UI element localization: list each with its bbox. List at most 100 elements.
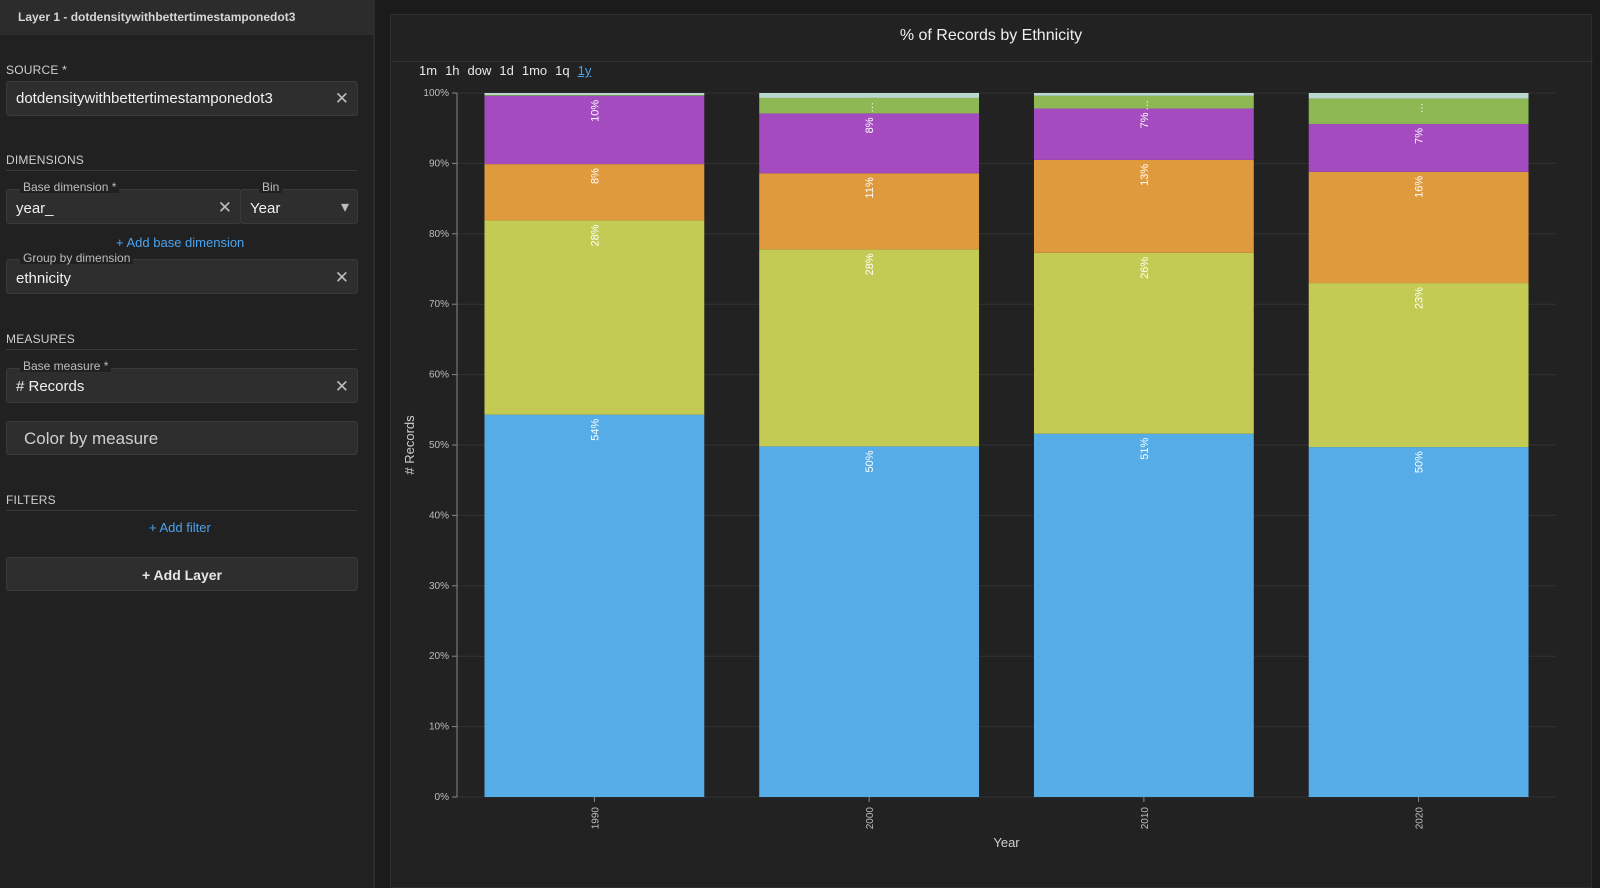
bar-segment[interactable] — [1033, 95, 1254, 109]
y-tick-label: 0% — [435, 792, 450, 803]
bar-data-label: 50% — [1414, 451, 1426, 473]
bar-data-label: 28% — [864, 253, 876, 275]
y-axis-title: # Records — [402, 415, 417, 475]
bar-data-label: 51% — [1139, 438, 1151, 460]
bar-segment[interactable] — [484, 95, 705, 96]
bar-segment[interactable] — [759, 93, 980, 98]
bar-data-label: 16% — [1414, 176, 1426, 198]
chart-panel: % of Records by Ethnicity 1m 1h dow 1d 1mo 1q… — [390, 14, 1593, 888]
bar-segment[interactable] — [1033, 93, 1254, 96]
y-tick-label: 80% — [429, 229, 449, 240]
y-tick-label: 30% — [429, 581, 449, 592]
y-tick-label: 90% — [429, 158, 449, 169]
bar-data-label: 7% — [1139, 112, 1151, 128]
bar-data-label: 26% — [1139, 257, 1151, 279]
base-measure-label: Base measure * — [20, 360, 112, 372]
bin-tab-1mo[interactable]: 1mo — [521, 63, 548, 78]
base-measure-select[interactable]: # Records ✕ — [6, 368, 358, 403]
bar-data-label: 23% — [1414, 287, 1426, 309]
bar-data-label: 54% — [589, 419, 601, 441]
add-base-dimension-link[interactable]: + Add base dimension — [116, 235, 245, 250]
bar-segment[interactable] — [1308, 93, 1529, 99]
bar-data-label: 8% — [864, 117, 876, 133]
bar-segment[interactable] — [1033, 252, 1254, 434]
add-layer-label: + Add Layer — [141, 567, 222, 583]
measures-divider — [6, 349, 357, 350]
dimensions-label: DIMENSIONS — [6, 153, 85, 167]
bar-segment[interactable] — [1308, 171, 1529, 284]
add-layer-button[interactable]: + Add Layer — [6, 557, 358, 591]
bar-data-label: … — [864, 102, 876, 113]
source-value: dotdensitywithbettertimestamponedot3 — [16, 90, 273, 107]
source-select[interactable]: dotdensitywithbettertimestamponedot3 ✕ — [6, 81, 358, 116]
bar-data-label: 10% — [589, 100, 601, 122]
bar-segment[interactable] — [484, 164, 705, 221]
bin-tab-1m[interactable]: 1m — [419, 63, 438, 78]
bar-segment[interactable] — [484, 414, 705, 797]
bin-tab-1d[interactable]: 1d — [499, 63, 514, 78]
bar-segment[interactable] — [1308, 123, 1529, 172]
bin-tab-1y[interactable]: 1y — [577, 63, 592, 78]
group-by-value: ethnicity — [16, 270, 72, 287]
bar-segment[interactable] — [484, 95, 705, 165]
bin-label: Bin — [259, 181, 283, 193]
clear-base-measure-icon[interactable]: ✕ — [334, 377, 349, 396]
bar-segment[interactable] — [759, 446, 980, 797]
chart-title-divider — [391, 61, 1593, 62]
bar-data-label: 28% — [589, 224, 601, 246]
chart-title: % of Records by Ethnicity — [899, 27, 1083, 44]
base-dimension-select[interactable]: year_ ✕ — [6, 189, 241, 224]
y-tick-label: 50% — [429, 440, 449, 451]
x-tick-label: 2020 — [1415, 807, 1426, 830]
group-by-select[interactable]: ethnicity ✕ — [6, 259, 358, 294]
base-dimension-value: year_ — [16, 200, 54, 217]
time-bin-tabs: 1m 1h dow 1d 1mo 1q 1y — [419, 63, 599, 78]
layer-title: Layer 1 - dotdensitywithbettertimestampo… — [0, 0, 373, 35]
bar-segment[interactable] — [1308, 98, 1529, 124]
bar-segment[interactable] — [759, 173, 980, 250]
bar-segment[interactable] — [1033, 433, 1254, 797]
bar-data-label: 50% — [864, 450, 876, 472]
x-tick-label: 2000 — [865, 807, 876, 830]
color-by-measure-button[interactable]: Color by measure — [6, 421, 358, 455]
y-tick-label: 40% — [429, 510, 449, 521]
dimensions-divider — [6, 170, 357, 171]
x-tick-label: 2010 — [1140, 807, 1151, 830]
bin-tab-1q[interactable]: 1q — [555, 63, 570, 78]
bar-data-label: 8% — [589, 168, 601, 184]
bar-segment[interactable] — [759, 113, 980, 174]
bin-value: Year — [250, 200, 281, 217]
clear-group-by-icon[interactable]: ✕ — [334, 268, 349, 287]
bar-segment[interactable] — [759, 97, 980, 114]
chevron-down-icon[interactable]: ▾ — [340, 199, 349, 216]
bar-data-label: … — [1414, 103, 1426, 114]
y-tick-label: 20% — [429, 651, 449, 662]
bar-segment[interactable] — [1308, 447, 1529, 797]
color-by-measure-label: Color by measure — [24, 429, 159, 448]
bar-segment[interactable] — [1308, 283, 1529, 448]
y-tick-label: 100% — [423, 88, 449, 99]
measures-label: MEASURES — [6, 332, 75, 346]
y-tick-label: 60% — [429, 370, 449, 381]
bar-segment[interactable] — [1033, 159, 1254, 253]
filters-divider — [6, 510, 357, 511]
base-dimension-label: Base dimension * — [20, 181, 120, 193]
group-by-label: Group by dimension — [20, 252, 134, 264]
bin-select[interactable]: Year ▾ — [240, 189, 358, 224]
bar-data-label: 7% — [1414, 128, 1426, 144]
filters-label: FILTERS — [6, 493, 56, 507]
stacked-bar-chart: 0% 10% 20% 30% 40% 50% 60% 70% 80% 90% 100% # Recor… — [402, 88, 1556, 850]
bin-tab-dow[interactable]: dow — [467, 63, 492, 78]
layer-sidebar: Layer 1 - dotdensitywithbettertimestampo… — [0, 0, 375, 888]
add-filter-link[interactable]: + Add filter — [149, 520, 211, 535]
bar-segment[interactable] — [759, 249, 980, 447]
source-label: SOURCE * — [6, 63, 67, 77]
clear-source-icon[interactable]: ✕ — [334, 89, 349, 108]
x-tick-label: 1990 — [590, 807, 601, 830]
bar-segment[interactable] — [484, 93, 705, 96]
bin-tab-1h[interactable]: 1h — [445, 63, 460, 78]
bar-data-label: … — [1139, 100, 1151, 111]
clear-base-dimension-icon[interactable]: ✕ — [217, 198, 232, 217]
bar-segment[interactable] — [1033, 108, 1254, 160]
bar-segment[interactable] — [484, 220, 705, 415]
